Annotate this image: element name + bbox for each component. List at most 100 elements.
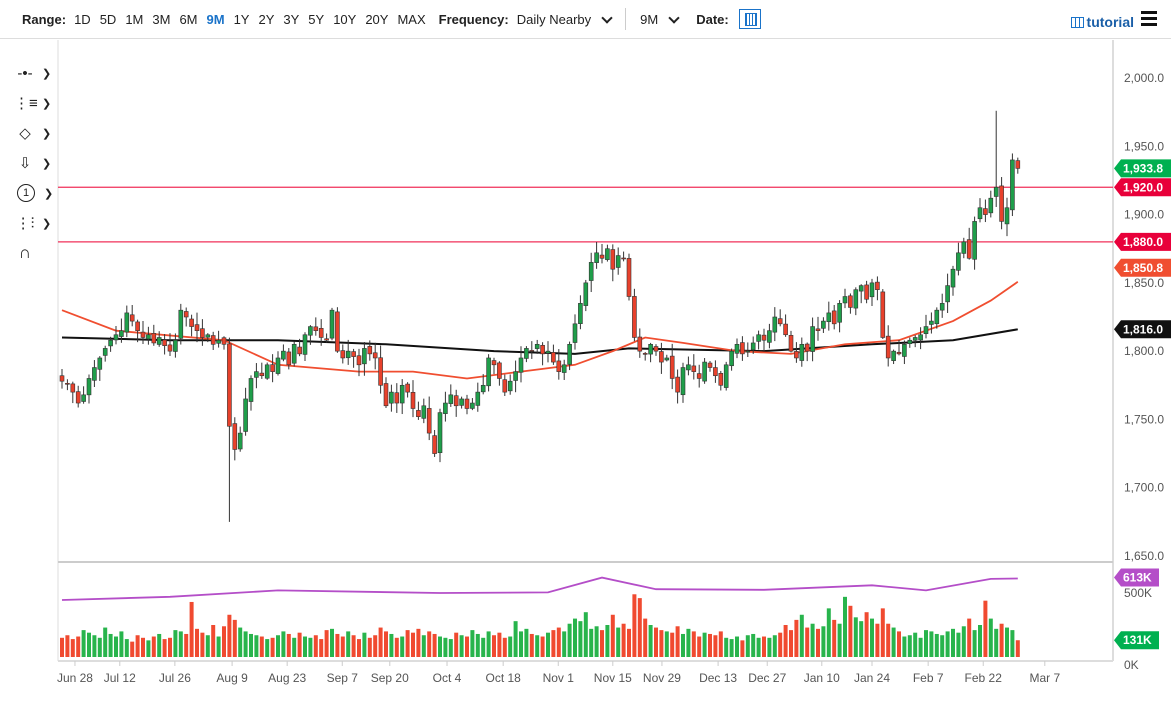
candle-body	[151, 333, 157, 344]
candle-body	[891, 350, 896, 361]
candle-body	[885, 335, 891, 359]
range-max[interactable]: MAX	[397, 11, 426, 27]
range-5y[interactable]: 5Y	[308, 11, 325, 27]
candle-body	[605, 248, 610, 260]
volume-bar	[983, 600, 988, 657]
range-1d[interactable]: 1D	[74, 11, 91, 27]
volume-bar	[421, 635, 426, 657]
range-5d[interactable]: 5D	[99, 11, 117, 27]
line-tool-button[interactable]: -•- ❯	[14, 58, 54, 88]
period-selector[interactable]: 9M	[640, 12, 688, 27]
volume-bar	[362, 632, 367, 657]
tag-background	[1114, 159, 1171, 178]
tutorial-link[interactable]: tutorial	[1070, 14, 1134, 30]
candle-body	[572, 323, 578, 343]
pattern-tool-button[interactable]: ⋮⫶ ❯	[14, 208, 54, 238]
date-picker[interactable]: Date:	[696, 9, 761, 29]
range-3m[interactable]: 3M	[152, 11, 171, 27]
x-tick-label: Feb 7	[913, 671, 944, 685]
volume-bar	[848, 605, 853, 657]
range-10y[interactable]: 10Y	[333, 11, 357, 27]
volume-bar	[897, 631, 901, 657]
volume-bar	[216, 636, 221, 657]
candle-body	[178, 309, 184, 339]
chevron-right-icon: ❯	[42, 67, 52, 80]
range-1y[interactable]: 1Y	[233, 11, 250, 27]
range-6m[interactable]: 6M	[179, 11, 198, 27]
candle-body	[394, 392, 400, 404]
y-tick-label: 1,950.0	[1124, 139, 1164, 153]
tag-label: 1,880.0	[1123, 235, 1163, 249]
range-20y[interactable]: 20Y	[365, 11, 389, 27]
range-3y[interactable]: 3Y	[283, 11, 300, 27]
candle-body	[135, 321, 140, 331]
annotation-tool-button[interactable]: 1 ❯	[14, 178, 54, 208]
range-1m[interactable]: 1M	[125, 11, 144, 27]
drawing-tools: -•- ❯ ⋮≡ ❯ ◇ ❯ ⇩ ❯ 1 ❯ ⋮⫶ ❯ ∩	[14, 58, 54, 268]
tutorial-label[interactable]: tutorial	[1086, 14, 1134, 30]
candle-body	[524, 348, 529, 359]
arrow-tool-button[interactable]: ⇩ ❯	[14, 148, 54, 178]
candle-body	[443, 402, 448, 414]
volume-bar	[551, 630, 556, 657]
volume-bar	[675, 626, 680, 657]
x-tick-label: Aug 9	[216, 671, 248, 685]
volume-bar	[141, 637, 145, 657]
candle-body	[610, 249, 616, 270]
volume-bar	[967, 618, 972, 657]
candle-body	[75, 391, 81, 404]
candle-body	[691, 365, 697, 372]
candle-body	[653, 346, 659, 352]
volume-bar	[135, 635, 140, 657]
volume-bar	[416, 628, 421, 657]
price-tag: 1,933.8	[1114, 159, 1171, 178]
volume-bar	[254, 635, 259, 657]
candle-body	[275, 357, 281, 374]
x-tick-label: Jan 24	[854, 671, 890, 685]
volume-bar	[411, 632, 415, 657]
toolbar: Range: 1D 5D 1M 3M 6M 9M 1Y 2Y 3Y 5Y 10Y 20Y MAX Fre…	[0, 0, 1171, 39]
price-tag: 131K	[1114, 631, 1159, 650]
volume-bar	[637, 598, 642, 657]
date-label: Date:	[696, 11, 729, 27]
candle-body	[102, 348, 108, 356]
candle-body	[367, 346, 373, 355]
candle-body	[551, 352, 556, 363]
volume-bar	[978, 625, 982, 657]
volume-bar	[573, 618, 577, 657]
period-value[interactable]: 9M	[640, 11, 659, 27]
candle-body	[183, 311, 189, 318]
frequency-selector[interactable]: Frequency: Daily Nearby	[439, 12, 622, 27]
fibonacci-tool-button[interactable]: ⋮≡ ❯	[14, 88, 54, 118]
y-tick-label: 1,900.0	[1124, 208, 1164, 222]
candle-body	[853, 289, 859, 309]
candle-body	[156, 337, 162, 345]
volume-bar	[427, 631, 432, 657]
frequency-value[interactable]: Daily Nearby	[516, 11, 592, 27]
candle-body	[194, 324, 200, 331]
candle-body	[308, 326, 313, 336]
candle-body	[696, 373, 702, 379]
candle-body	[502, 379, 508, 393]
volume-bar	[880, 608, 885, 657]
hamburger-menu-icon[interactable]	[1141, 11, 1157, 29]
volume-bar	[454, 632, 459, 657]
volume-bar	[324, 630, 329, 657]
volume-bar	[659, 630, 664, 657]
candle-body	[983, 208, 988, 215]
volume-bar	[470, 630, 475, 657]
candle-body	[59, 375, 65, 382]
volume-bar	[821, 626, 826, 657]
range-9m[interactable]: 9M	[206, 11, 225, 27]
candle-body	[588, 262, 594, 281]
magnet-button[interactable]: ∩	[14, 238, 54, 268]
candle-body	[810, 326, 815, 352]
volume-bar	[751, 633, 756, 657]
candle-body	[486, 357, 491, 387]
calendar-icon[interactable]	[738, 9, 761, 29]
range-2y[interactable]: 2Y	[258, 11, 275, 27]
shape-tool-button[interactable]: ◇ ❯	[14, 118, 54, 148]
volume-bar	[853, 617, 858, 657]
candle-body	[594, 252, 599, 263]
